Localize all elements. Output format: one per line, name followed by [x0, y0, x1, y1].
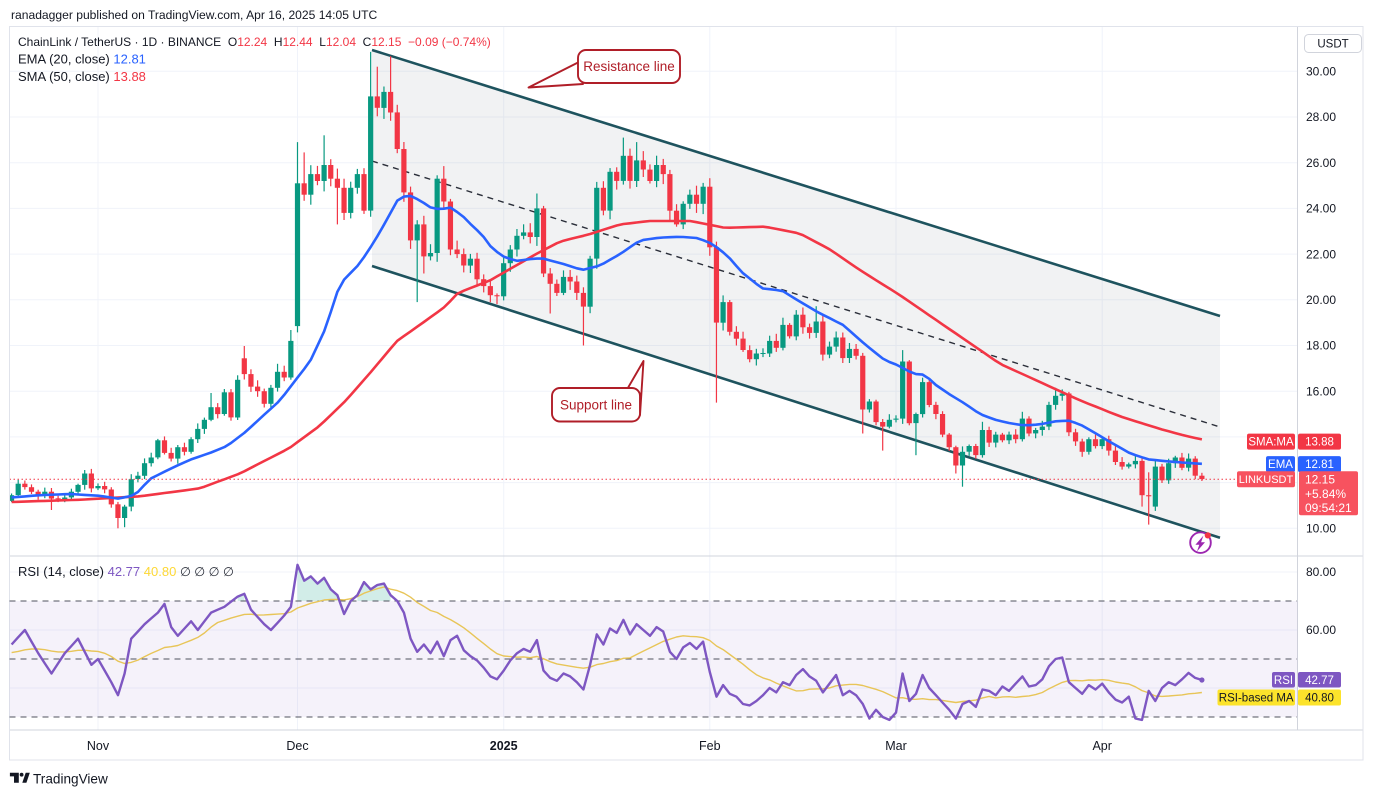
svg-text:Feb: Feb — [699, 739, 721, 753]
svg-text:ChainLink / TetherUS · 1D · BI: ChainLink / TetherUS · 1D · BINANCE O12.… — [18, 35, 491, 49]
svg-text:Resistance line: Resistance line — [583, 59, 675, 74]
svg-text:EMA (20, close) 12.81: EMA (20, close) 12.81 — [18, 52, 146, 67]
svg-text:EMA: EMA — [1268, 459, 1293, 471]
svg-text:12.15: 12.15 — [1305, 473, 1335, 487]
svg-text:28.00: 28.00 — [1306, 110, 1336, 124]
svg-text:12.81: 12.81 — [1305, 459, 1334, 471]
svg-text:30.00: 30.00 — [1306, 65, 1336, 79]
svg-text:RSI: RSI — [1274, 675, 1293, 687]
svg-text:18.00: 18.00 — [1306, 339, 1336, 353]
svg-text:60.00: 60.00 — [1306, 623, 1336, 637]
svg-text:22.00: 22.00 — [1306, 247, 1336, 261]
svg-text:Nov: Nov — [87, 739, 110, 753]
svg-text:RSI (14, close) 42.77 40.80: RSI (14, close) 42.77 40.80 ∅ ∅ ∅ ∅ — [18, 564, 234, 579]
svg-text:10.00: 10.00 — [1306, 522, 1336, 536]
svg-text:TradingView: TradingView — [33, 771, 108, 786]
svg-text:ranadagger published on Tradin: ranadagger published on TradingView.com,… — [11, 8, 377, 22]
svg-text:Dec: Dec — [286, 739, 308, 753]
svg-text:24.00: 24.00 — [1306, 202, 1336, 216]
svg-text:09:54:21: 09:54:21 — [1305, 501, 1352, 515]
svg-text:+5.84%: +5.84% — [1305, 487, 1346, 501]
svg-text:USDT: USDT — [1317, 39, 1348, 51]
svg-text:SMA (50, close) 13.88: SMA (50, close) 13.88 — [18, 69, 146, 84]
svg-text:SMA:MA: SMA:MA — [1248, 437, 1294, 449]
svg-text:40.80: 40.80 — [1305, 693, 1334, 705]
svg-text:Apr: Apr — [1092, 739, 1111, 753]
svg-text:Mar: Mar — [885, 739, 907, 753]
svg-text:2025: 2025 — [490, 739, 518, 753]
svg-text:16.00: 16.00 — [1306, 384, 1336, 398]
svg-text:LINKUSDT: LINKUSDT — [1239, 474, 1294, 486]
svg-text:RSI-based MA: RSI-based MA — [1219, 693, 1294, 705]
svg-text:42.77: 42.77 — [1305, 675, 1334, 687]
svg-text:80.00: 80.00 — [1306, 565, 1336, 579]
svg-text:26.00: 26.00 — [1306, 156, 1336, 170]
svg-text:20.00: 20.00 — [1306, 293, 1336, 307]
svg-text:Support line: Support line — [560, 398, 632, 413]
svg-text:13.88: 13.88 — [1305, 437, 1334, 449]
